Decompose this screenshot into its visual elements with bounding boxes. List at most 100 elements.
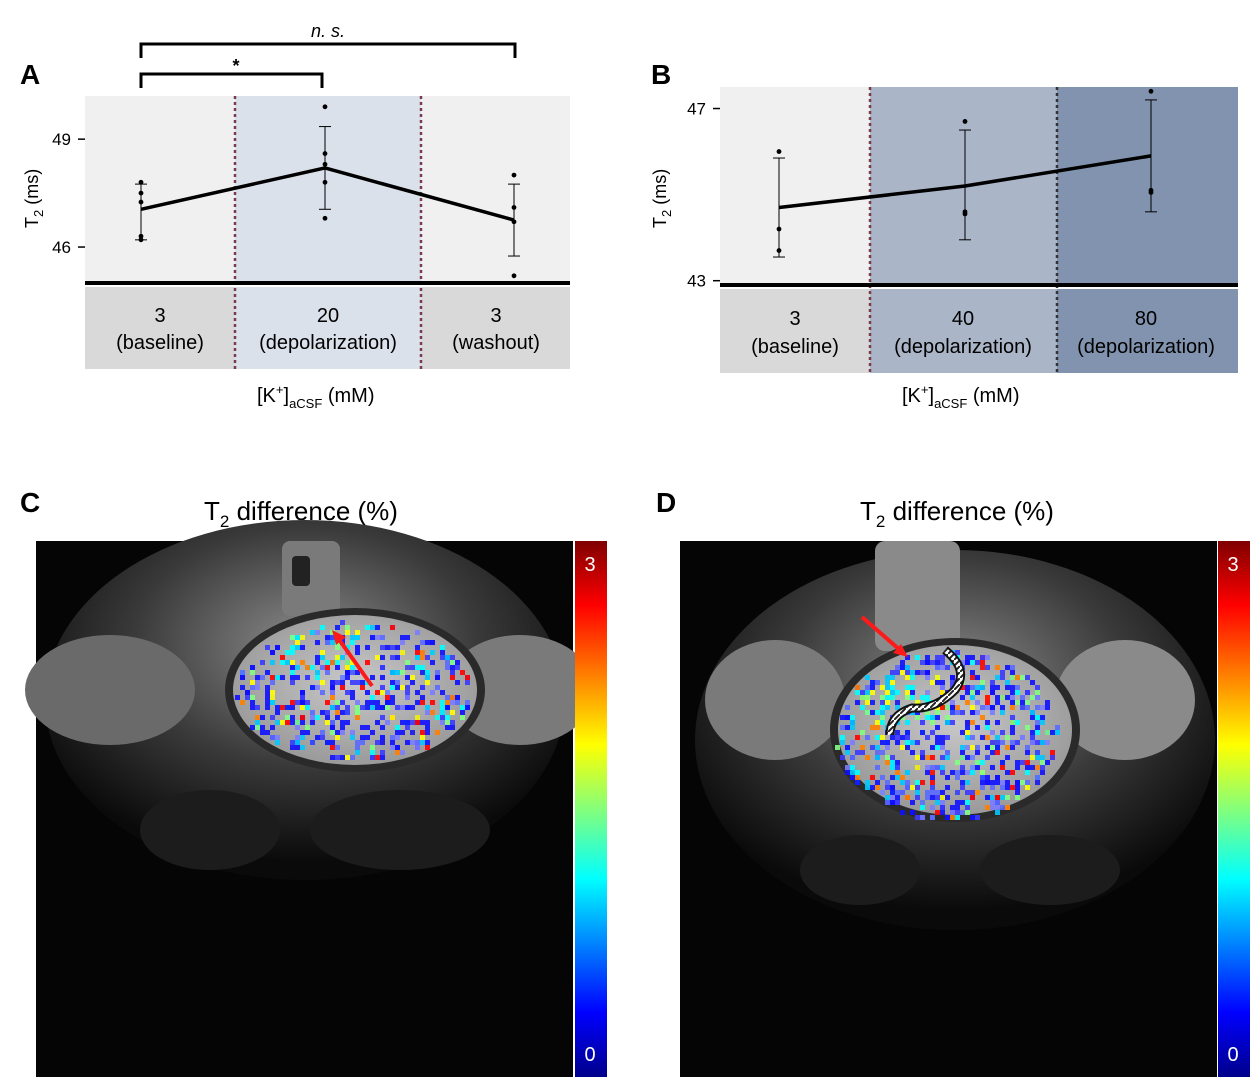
voxel xyxy=(995,665,1000,670)
voxel xyxy=(1005,745,1010,750)
data-point xyxy=(511,205,517,210)
mean-line xyxy=(778,154,1152,210)
voxel xyxy=(960,810,965,815)
voxel xyxy=(905,785,910,790)
voxel xyxy=(890,755,895,760)
voxel xyxy=(345,675,350,680)
y-ticks-b: 43 47 xyxy=(687,100,720,291)
voxel xyxy=(930,680,935,685)
voxel xyxy=(935,810,940,815)
voxel xyxy=(930,780,935,785)
voxel xyxy=(985,755,990,760)
voxel xyxy=(450,695,455,700)
voxel xyxy=(980,705,985,710)
voxel xyxy=(965,655,970,660)
voxel xyxy=(980,760,985,765)
voxel xyxy=(995,700,1000,705)
voxel xyxy=(335,665,340,670)
voxel xyxy=(905,695,910,700)
voxel xyxy=(350,665,355,670)
voxel xyxy=(880,790,885,795)
voxel xyxy=(415,645,420,650)
voxel xyxy=(335,730,340,735)
voxel xyxy=(865,685,870,690)
voxel xyxy=(325,635,330,640)
voxel xyxy=(430,690,435,695)
voxel xyxy=(880,695,885,700)
voxel xyxy=(860,690,865,695)
voxel xyxy=(1000,730,1005,735)
voxel xyxy=(1010,695,1015,700)
voxel xyxy=(995,695,1000,700)
voxel xyxy=(950,805,955,810)
voxel xyxy=(370,705,375,710)
voxel xyxy=(925,695,930,700)
voxel xyxy=(330,725,335,730)
voxel xyxy=(910,685,915,690)
voxel xyxy=(920,815,925,820)
voxel xyxy=(960,770,965,775)
voxel xyxy=(915,765,920,770)
category-value-a-2: 20 xyxy=(317,305,339,327)
voxel xyxy=(1040,755,1045,760)
voxel xyxy=(335,655,340,660)
voxel xyxy=(950,815,955,820)
voxel xyxy=(965,725,970,730)
voxel xyxy=(340,725,345,730)
voxel xyxy=(300,690,305,695)
voxel xyxy=(960,750,965,755)
voxel xyxy=(1040,770,1045,775)
voxel xyxy=(930,715,935,720)
voxel xyxy=(1000,670,1005,675)
voxel xyxy=(1000,695,1005,700)
voxel xyxy=(850,725,855,730)
voxel xyxy=(355,680,360,685)
voxel xyxy=(950,680,955,685)
voxel xyxy=(920,730,925,735)
voxel xyxy=(425,680,430,685)
panel-a: A 46 49 T2 (ms) 3 (baseline) 20 (depolari… xyxy=(20,21,570,411)
voxel xyxy=(335,745,340,750)
voxel xyxy=(410,740,415,745)
voxel xyxy=(845,725,850,730)
voxel xyxy=(325,710,330,715)
voxel xyxy=(1035,730,1040,735)
voxel xyxy=(945,705,950,710)
voxel xyxy=(890,670,895,675)
voxel xyxy=(895,730,900,735)
voxel xyxy=(305,675,310,680)
voxel xyxy=(395,685,400,690)
voxel xyxy=(1000,805,1005,810)
voxel xyxy=(920,750,925,755)
significance-bracket-star xyxy=(139,72,324,88)
voxel xyxy=(925,735,930,740)
voxel xyxy=(390,715,395,720)
voxel xyxy=(985,795,990,800)
voxel xyxy=(940,735,945,740)
voxel xyxy=(405,725,410,730)
voxel xyxy=(935,735,940,740)
voxel xyxy=(465,705,470,710)
voxel xyxy=(410,680,415,685)
voxel xyxy=(945,665,950,670)
voxel xyxy=(985,700,990,705)
data-point xyxy=(962,211,968,217)
voxel xyxy=(865,735,870,740)
voxel xyxy=(930,790,935,795)
voxel xyxy=(910,740,915,745)
voxel xyxy=(420,735,425,740)
voxel xyxy=(935,745,940,750)
voxel xyxy=(890,775,895,780)
voxel xyxy=(320,665,325,670)
voxel xyxy=(975,690,980,695)
voxel xyxy=(895,765,900,770)
voxel xyxy=(445,695,450,700)
voxel xyxy=(445,720,450,725)
voxel xyxy=(315,670,320,675)
voxel xyxy=(260,675,265,680)
voxel xyxy=(970,690,975,695)
voxel xyxy=(935,725,940,730)
voxel xyxy=(425,655,430,660)
voxel xyxy=(890,795,895,800)
data-point xyxy=(322,104,328,110)
